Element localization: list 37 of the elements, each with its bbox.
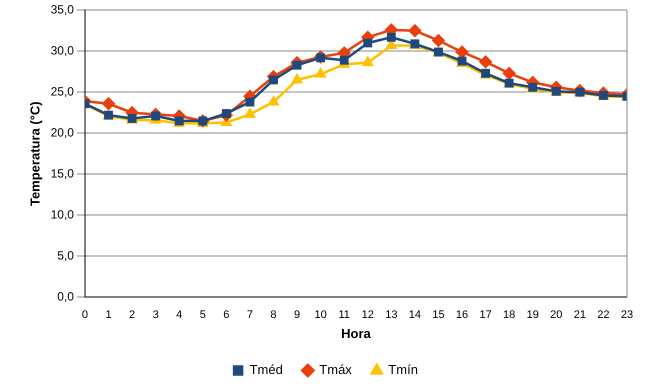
y-tick-label: 15,0: [50, 166, 74, 181]
y-tick-label: 25,0: [50, 84, 74, 99]
legend-label: Tmín: [388, 362, 418, 378]
x-tick-label: 10: [314, 308, 327, 321]
x-axis-title: Hora: [341, 326, 372, 341]
y-tick-label: 5,0: [57, 248, 74, 263]
x-tick-label: 11: [338, 308, 350, 321]
x-tick-label: 13: [385, 308, 398, 321]
x-tick-label: 4: [176, 308, 182, 321]
x-tick-label: 19: [526, 308, 539, 321]
x-tick-label: 18: [503, 308, 516, 321]
x-tick-label: 14: [408, 308, 422, 321]
y-tick-label: 35,0: [50, 2, 74, 17]
legend-label: Tméd: [250, 362, 283, 378]
x-tick-label: 22: [597, 308, 610, 321]
legend-label: Tmáx: [319, 362, 352, 378]
x-tick-label: 7: [246, 308, 253, 321]
x-tick-label: 5: [200, 308, 206, 321]
x-tick-label: 2: [129, 308, 136, 321]
y-axis-title: Temperatura (°C): [27, 101, 42, 206]
y-tick-label: 10,0: [50, 208, 74, 222]
x-tick-label: 17: [479, 308, 492, 321]
y-tick-label: 0,0: [57, 290, 74, 304]
x-tick-label: 0: [82, 308, 88, 321]
x-tick-label: 9: [294, 308, 300, 321]
x-tick-label: 3: [152, 308, 159, 321]
x-tick-label: 12: [362, 308, 374, 321]
x-tick-label: 21: [574, 308, 586, 321]
x-tick-label: 15: [432, 308, 445, 321]
y-tick-label: 20,0: [50, 126, 74, 140]
x-tick-label: 16: [456, 308, 468, 321]
x-tick-label: 23: [620, 308, 634, 321]
x-tick-label: 6: [223, 308, 230, 321]
x-tick-label: 8: [270, 308, 277, 321]
x-tick-label: 1: [105, 308, 112, 321]
y-tick-label: 30,0: [50, 44, 74, 58]
x-tick-label: 20: [550, 308, 562, 321]
